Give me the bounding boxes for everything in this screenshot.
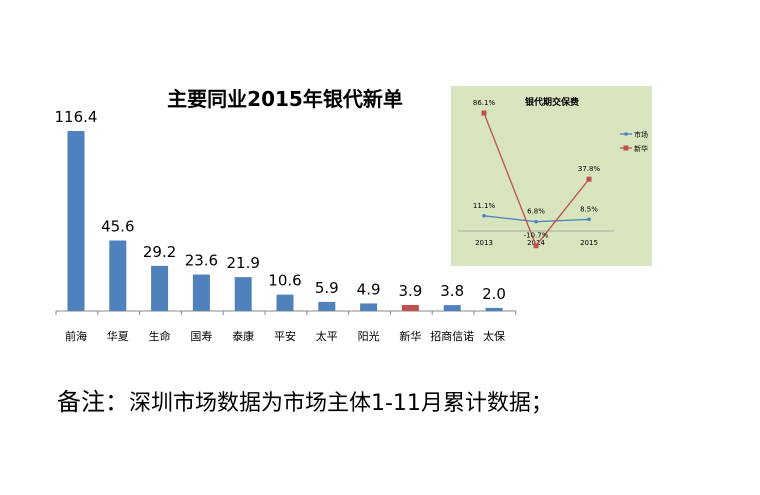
legend-label-新华: 新华 xyxy=(634,144,648,153)
footnote: 备注：深圳市场数据为市场主体1-11月累计数据； xyxy=(57,382,553,417)
bar-国寿 xyxy=(192,274,210,311)
bar-value-label: 10.6 xyxy=(268,272,301,290)
bar-chart-title: 主要同业2015年银代新单 xyxy=(167,87,403,111)
category-label: 新华 xyxy=(399,329,421,343)
category-label: 华夏 xyxy=(107,329,129,343)
bar-太平 xyxy=(318,301,336,311)
bar-前海 xyxy=(67,131,85,311)
category-label: 国寿 xyxy=(190,329,212,343)
data-label-新华: 37.8% xyxy=(578,165,601,173)
legend-marker xyxy=(623,145,629,151)
data-label-市场: 6.8% xyxy=(527,208,545,216)
marker-新华 xyxy=(533,243,539,249)
bar-value-label: 116.4 xyxy=(55,108,98,126)
bar-华夏 xyxy=(109,240,127,311)
category-label: 生命 xyxy=(149,329,171,343)
bar-value-label: 4.9 xyxy=(357,280,381,298)
bar-招商信诺 xyxy=(443,305,461,311)
category-label: 平安 xyxy=(274,329,296,343)
note-prefix: 备注： xyxy=(57,388,129,416)
bar-value-label: 3.8 xyxy=(440,282,464,300)
data-label-新华: 86.1% xyxy=(473,99,496,107)
category-label: 前海 xyxy=(65,329,87,343)
bar-value-label: 29.2 xyxy=(143,243,176,261)
bar-value-label: 21.9 xyxy=(226,254,259,272)
bar-平安 xyxy=(276,294,294,311)
marker-市场 xyxy=(482,213,486,218)
data-label-新华: -10.7% xyxy=(524,232,549,240)
data-label-市场: 8.5% xyxy=(580,205,598,213)
marker-新华 xyxy=(586,176,592,182)
bar-泰康 xyxy=(234,277,252,311)
inset-category-label: 2015 xyxy=(580,239,598,247)
bar-生命 xyxy=(151,265,169,311)
marker-新华 xyxy=(481,110,487,116)
bar-value-label: 23.6 xyxy=(185,252,218,270)
category-label: 太保 xyxy=(483,329,505,343)
bar-阳光 xyxy=(360,303,378,311)
note-text: 深圳市场数据为市场主体1-11月累计数据； xyxy=(129,391,553,416)
category-label: 太平 xyxy=(316,330,338,343)
bar-value-label: 2.0 xyxy=(482,285,506,303)
data-label-市场: 11.1% xyxy=(473,202,496,210)
bar-value-label: 3.9 xyxy=(398,282,422,300)
category-label: 招商信诺 xyxy=(430,329,474,343)
category-label: 阳光 xyxy=(358,329,380,343)
bar-太保 xyxy=(485,307,503,311)
bar-新华 xyxy=(401,304,419,311)
inset-category-label: 2014 xyxy=(527,239,545,247)
marker-市场 xyxy=(534,219,538,224)
category-label: 泰康 xyxy=(232,329,254,343)
marker-市场 xyxy=(587,217,591,222)
legend-marker xyxy=(624,132,628,136)
bar-value-label: 45.6 xyxy=(101,218,134,236)
inset-chart-title: 银代期交保费 xyxy=(525,96,579,108)
legend-label-市场: 市场 xyxy=(634,130,648,139)
inset-category-label: 2013 xyxy=(475,239,493,247)
bar-value-label: 5.9 xyxy=(315,279,339,297)
